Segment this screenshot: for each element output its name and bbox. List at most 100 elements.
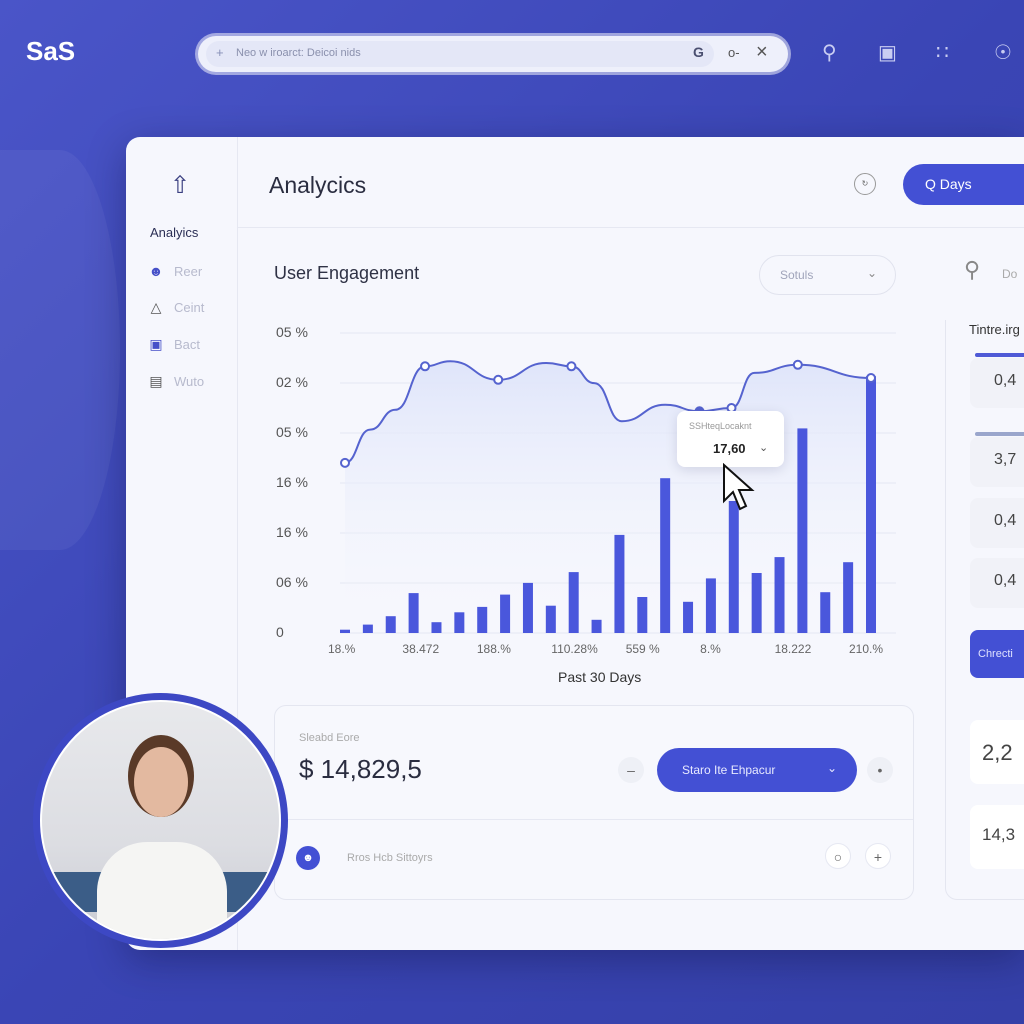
apps-icon[interactable]: ∷	[936, 42, 949, 64]
x-tick-label: 188.%	[476, 642, 511, 656]
refresh-icon[interactable]: ↻	[854, 173, 876, 195]
divider	[238, 227, 1024, 228]
days-button[interactable]: Q Days	[903, 164, 1024, 205]
video-call-thumbnail[interactable]	[33, 693, 288, 948]
profile-icon[interactable]: ☉	[994, 42, 1012, 64]
sidebar: ⇧ Analyics ☻ Reer △ Ceint ▣ Bact ▤ Wuto	[126, 137, 238, 950]
bar	[500, 594, 511, 633]
bar	[408, 593, 419, 633]
line-point	[493, 374, 504, 385]
page-title: Analycics	[269, 172, 367, 198]
minus-button[interactable]: –	[618, 757, 644, 783]
line-point	[792, 359, 803, 370]
briefcase-icon: ▤	[149, 373, 163, 389]
bar	[362, 624, 373, 633]
bar	[751, 573, 762, 633]
search-input[interactable]: Neo w iroarct: Deicoi nids	[236, 47, 361, 59]
search-icon[interactable]: ⚲	[964, 257, 981, 282]
bar	[843, 562, 854, 633]
metric-big: 14,3	[970, 805, 1024, 869]
y-tick-label: 05 %	[276, 324, 308, 340]
x-axis-title: Past 30 Days	[558, 669, 642, 685]
search-bar[interactable]: + Neo w iroarct: Deicoi nids G o- ×	[198, 36, 788, 72]
bar	[637, 597, 648, 633]
bar	[545, 605, 556, 633]
x-tick-label: 110.28%	[551, 642, 598, 656]
user-icon: ☻	[148, 263, 164, 279]
x-tick-label: 18.%	[328, 642, 356, 656]
y-tick-label: 16 %	[276, 474, 308, 490]
x-tick-label: 559 %	[625, 642, 660, 656]
search-icon[interactable]: ⚲	[822, 42, 837, 64]
progress-bar	[975, 432, 1024, 436]
close-icon[interactable]: ×	[756, 41, 768, 63]
tree-icon: △	[150, 299, 162, 315]
presenter-head	[134, 747, 188, 817]
right-column: Tintre.irg 0,4 3,7 0,4 0,4 Chrecti 2,2 1…	[945, 320, 1024, 900]
search-input-area[interactable]	[206, 41, 714, 67]
metric-box: 0,4	[970, 358, 1024, 408]
x-tick-label: 38.472	[402, 642, 440, 656]
bar	[522, 582, 533, 633]
line-point	[566, 361, 577, 372]
y-tick-label: 05 %	[276, 424, 308, 440]
bar	[385, 616, 396, 633]
sidebar-item-label: Ceint	[174, 300, 205, 315]
summary-card: Sleabd Eore $ 14,829,5 – Staro Ite Ehpac…	[274, 705, 914, 900]
series-line	[344, 360, 872, 464]
bell-icon[interactable]: ○	[825, 843, 851, 869]
presenter-body	[97, 842, 227, 939]
bar	[340, 629, 350, 633]
summary-select-value: Staro Ite Ehpacur	[682, 763, 776, 777]
status-select-value: Sotuls	[780, 268, 814, 282]
bar	[774, 557, 785, 633]
bar	[431, 622, 442, 633]
background-shape	[0, 150, 120, 550]
bar	[820, 592, 831, 633]
right-title: Tintre.irg	[969, 322, 1020, 337]
chevron-down-icon: ⌄	[866, 266, 877, 280]
chevron-down-icon[interactable]: ⌄	[759, 442, 769, 454]
status-select[interactable]: Sotuls ⌄	[759, 255, 896, 295]
widget-icon[interactable]: ▣	[878, 42, 897, 64]
bar	[591, 619, 602, 633]
line-point	[866, 373, 876, 383]
footer-text: Rros Hcb Sittoyrs	[347, 852, 433, 864]
g-icon[interactable]: G	[693, 44, 704, 60]
divider	[275, 819, 913, 820]
x-tick-label: 210.%	[849, 642, 884, 656]
add-button[interactable]: +	[865, 843, 891, 869]
more-button[interactable]: •	[867, 757, 893, 783]
y-tick-label: 0	[276, 624, 284, 640]
chart-title: User Engagement	[274, 263, 420, 283]
right-label: Do	[1002, 267, 1018, 281]
sidebar-item-label: Bact	[174, 337, 201, 352]
metric-box: 3,7	[970, 437, 1024, 487]
bar	[568, 572, 579, 633]
tooltip-value: 17,60	[713, 441, 746, 456]
sidebar-item-analytics[interactable]: Analyics	[150, 225, 199, 240]
metric-big: 2,2	[970, 720, 1024, 784]
sidebar-item-wuto[interactable]: ▤ Wuto	[148, 373, 204, 390]
bar	[683, 601, 694, 633]
sidebar-item-bact[interactable]: ▣ Bact	[148, 336, 200, 353]
key-icon[interactable]: o-	[728, 45, 740, 60]
user-badge-icon: ☻	[296, 846, 320, 870]
sidebar-item-ceint[interactable]: △ Ceint	[148, 299, 205, 316]
check-button[interactable]: Chrecti	[970, 630, 1024, 678]
share-icon[interactable]: ⇧	[170, 172, 191, 199]
y-tick-label: 02 %	[276, 374, 308, 390]
sidebar-item-reer[interactable]: ☻ Reer	[148, 263, 203, 279]
line-point	[340, 457, 350, 468]
summary-amount: $ 14,829,5	[299, 754, 422, 784]
bar	[477, 606, 488, 633]
summary-select[interactable]: Staro Ite Ehpacur ⌄	[657, 748, 857, 792]
chevron-down-icon: ⌄	[826, 761, 837, 775]
bar	[705, 578, 716, 633]
summary-label: Sleabd Eore	[299, 732, 360, 744]
plus-square-icon: ▣	[149, 336, 163, 352]
mouse-cursor-icon	[723, 463, 755, 511]
progress-bar	[975, 353, 1024, 357]
presenter-video	[40, 700, 281, 941]
y-tick-label: 16 %	[276, 524, 308, 540]
